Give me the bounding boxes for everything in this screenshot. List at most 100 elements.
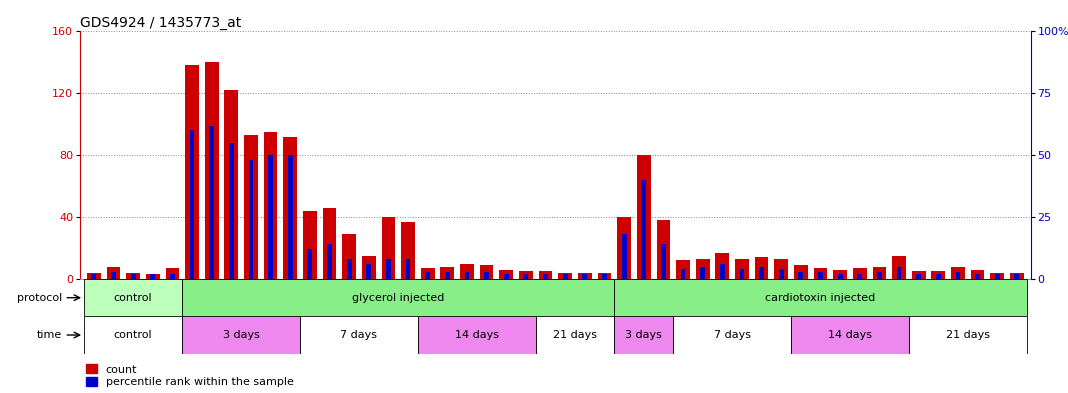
- Bar: [794, 265, 807, 279]
- Bar: [84, 316, 183, 354]
- Text: 21 days: 21 days: [946, 330, 990, 340]
- Bar: [185, 66, 199, 279]
- Bar: [701, 266, 705, 279]
- Bar: [87, 273, 100, 279]
- Bar: [637, 155, 650, 279]
- Bar: [1010, 273, 1024, 279]
- Bar: [92, 274, 96, 279]
- Bar: [342, 234, 356, 279]
- Bar: [994, 274, 1000, 279]
- Bar: [421, 268, 435, 279]
- Bar: [445, 272, 450, 279]
- Text: 3 days: 3 days: [223, 330, 260, 340]
- Bar: [774, 259, 788, 279]
- Bar: [617, 217, 631, 279]
- Bar: [614, 279, 1026, 316]
- Text: time: time: [37, 330, 62, 340]
- Bar: [460, 264, 474, 279]
- Bar: [519, 271, 533, 279]
- Bar: [381, 217, 395, 279]
- Bar: [366, 264, 372, 279]
- Bar: [877, 272, 882, 279]
- Bar: [245, 135, 257, 279]
- Bar: [406, 259, 410, 279]
- Bar: [716, 253, 729, 279]
- Bar: [308, 249, 312, 279]
- Bar: [544, 274, 548, 279]
- Bar: [622, 235, 627, 279]
- Bar: [931, 271, 945, 279]
- Bar: [614, 316, 673, 354]
- Bar: [739, 269, 744, 279]
- Bar: [484, 272, 489, 279]
- Bar: [111, 272, 116, 279]
- Bar: [755, 257, 769, 279]
- Bar: [936, 274, 941, 279]
- Bar: [418, 316, 536, 354]
- Bar: [268, 155, 273, 279]
- Bar: [912, 271, 926, 279]
- Bar: [578, 273, 592, 279]
- Legend: count, percentile rank within the sample: count, percentile rank within the sample: [85, 364, 294, 387]
- Bar: [224, 90, 238, 279]
- Text: cardiotoxin injected: cardiotoxin injected: [766, 293, 876, 303]
- Bar: [205, 62, 219, 279]
- Bar: [386, 259, 391, 279]
- Bar: [425, 272, 430, 279]
- Text: 7 days: 7 days: [341, 330, 377, 340]
- Bar: [971, 270, 985, 279]
- Bar: [909, 316, 1026, 354]
- Bar: [602, 274, 607, 279]
- Bar: [975, 274, 980, 279]
- Text: control: control: [114, 330, 153, 340]
- Bar: [107, 266, 121, 279]
- Text: 14 days: 14 days: [455, 330, 499, 340]
- Bar: [536, 316, 614, 354]
- Bar: [300, 316, 418, 354]
- Text: 21 days: 21 days: [553, 330, 597, 340]
- Bar: [641, 180, 646, 279]
- Bar: [323, 208, 336, 279]
- Bar: [183, 279, 614, 316]
- Bar: [209, 125, 214, 279]
- Bar: [151, 274, 155, 279]
- Bar: [303, 211, 317, 279]
- Bar: [500, 270, 513, 279]
- Bar: [170, 274, 175, 279]
- Bar: [695, 259, 709, 279]
- Bar: [673, 316, 791, 354]
- Bar: [837, 274, 843, 279]
- Bar: [833, 270, 847, 279]
- Bar: [814, 268, 828, 279]
- Text: 7 days: 7 days: [713, 330, 751, 340]
- Bar: [264, 132, 278, 279]
- Bar: [465, 272, 470, 279]
- Bar: [130, 274, 136, 279]
- Bar: [523, 274, 529, 279]
- Bar: [146, 274, 159, 279]
- Bar: [480, 265, 493, 279]
- Bar: [538, 271, 552, 279]
- Bar: [956, 272, 960, 279]
- Bar: [676, 261, 690, 279]
- Bar: [779, 269, 784, 279]
- Bar: [598, 273, 611, 279]
- Bar: [347, 259, 351, 279]
- Bar: [288, 155, 293, 279]
- Bar: [892, 256, 906, 279]
- Bar: [504, 274, 508, 279]
- Bar: [858, 274, 862, 279]
- Bar: [249, 160, 253, 279]
- Text: 3 days: 3 days: [625, 330, 662, 340]
- Text: 14 days: 14 days: [828, 330, 871, 340]
- Bar: [559, 273, 572, 279]
- Text: protocol: protocol: [17, 293, 62, 303]
- Bar: [362, 256, 376, 279]
- Bar: [183, 316, 300, 354]
- Bar: [720, 264, 725, 279]
- Text: glycerol injected: glycerol injected: [352, 293, 444, 303]
- Bar: [759, 266, 764, 279]
- Bar: [563, 274, 567, 279]
- Bar: [818, 272, 822, 279]
- Bar: [327, 244, 332, 279]
